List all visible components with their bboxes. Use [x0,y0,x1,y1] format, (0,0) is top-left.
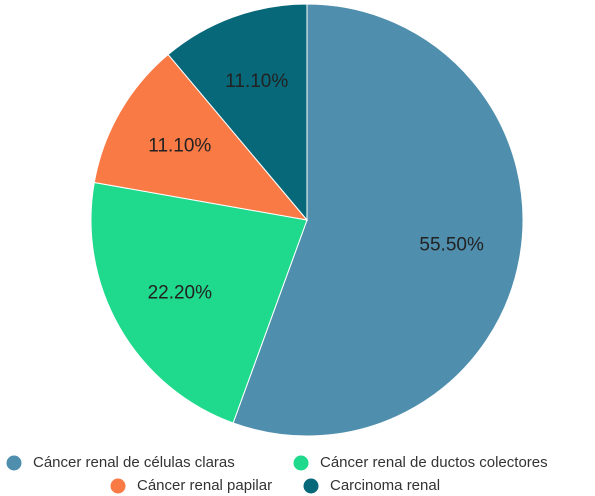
legend-marker [303,478,319,494]
value-label: 55.50% [419,235,484,256]
legend-label: Cáncer renal papilar [137,477,272,494]
pie-slice [167,3,308,222]
legend-marker [6,455,22,471]
pie-slice [93,53,309,221]
value-label: 11.10% [148,136,211,157]
legend-label: Carcinoma renal [330,477,440,494]
legend-label: Cáncer renal de células claras [33,454,235,471]
value-label: 11.10% [225,71,288,92]
pie-slice [90,181,308,424]
pie-slice [232,3,524,437]
value-label: 22.20% [148,282,213,303]
legend-marker [110,478,126,494]
legend-label: Cáncer renal de ductos colectores [320,454,548,471]
legend-marker [293,455,309,471]
